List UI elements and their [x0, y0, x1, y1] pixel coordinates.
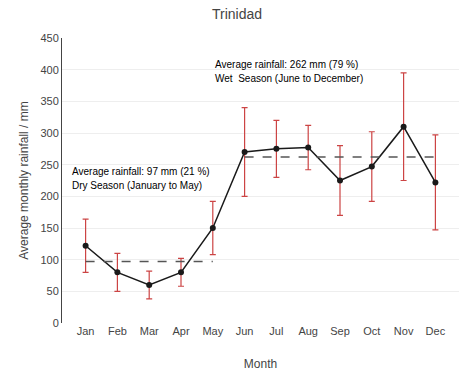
svg-text:350: 350 [40, 95, 58, 107]
svg-text:Wet Season (June to December): Wet Season (June to December) [215, 73, 363, 84]
svg-text:Month: Month [244, 357, 277, 371]
svg-text:Average rainfall: 262 mm (79 %: Average rainfall: 262 mm (79 %) [215, 59, 358, 70]
svg-text:Apr: Apr [172, 325, 189, 337]
svg-text:Trinidad: Trinidad [212, 6, 262, 22]
svg-text:0: 0 [53, 317, 59, 329]
svg-text:50: 50 [47, 285, 59, 297]
svg-text:450: 450 [40, 32, 58, 44]
svg-text:Aug: Aug [298, 325, 318, 337]
svg-text:Jun: Jun [236, 325, 254, 337]
svg-text:Mar: Mar [140, 325, 159, 337]
svg-text:Jul: Jul [269, 325, 283, 337]
svg-text:250: 250 [40, 159, 58, 171]
svg-text:Average monthly rainfall / mm: Average monthly rainfall / mm [17, 101, 31, 260]
svg-text:400: 400 [40, 64, 58, 76]
svg-text:Feb: Feb [108, 325, 127, 337]
svg-text:150: 150 [40, 222, 58, 234]
svg-text:Dec: Dec [426, 325, 446, 337]
svg-text:Dry Season (January to May): Dry Season (January to May) [72, 180, 202, 191]
svg-text:Nov: Nov [394, 325, 414, 337]
svg-text:Jan: Jan [77, 325, 95, 337]
svg-text:100: 100 [40, 254, 58, 266]
svg-text:May: May [202, 325, 223, 337]
svg-text:Oct: Oct [363, 325, 380, 337]
svg-text:300: 300 [40, 127, 58, 139]
svg-text:Average rainfall: 97 mm (21 %): Average rainfall: 97 mm (21 %) [72, 166, 210, 177]
svg-text:Sep: Sep [330, 325, 350, 337]
svg-text:200: 200 [40, 190, 58, 202]
